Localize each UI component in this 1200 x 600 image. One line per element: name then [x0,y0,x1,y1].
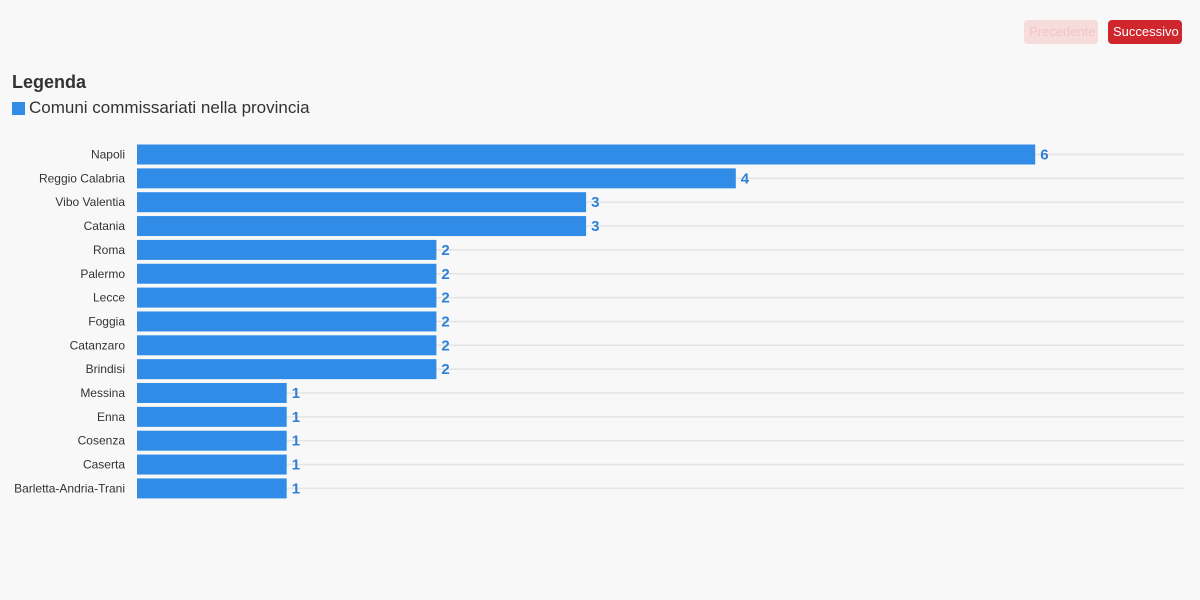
value-label: 4 [741,170,750,187]
bar-caserta[interactable] [137,454,287,475]
bar-brindisi[interactable] [137,359,437,380]
legend-title: Legenda [12,72,87,92]
bar-messina[interactable] [137,383,287,403]
value-label: 1 [292,385,300,402]
legend-item[interactable]: Comuni commissariati nella provincia [12,97,310,119]
previous-button[interactable]: Precedente [1024,20,1098,44]
category-label: Cosenza [78,434,126,448]
legend-swatch [12,101,25,115]
category-label: Messina [80,386,125,400]
value-label: 2 [441,242,449,259]
category-label: Catania [84,219,126,233]
bar-vibo-valentia[interactable] [137,192,587,213]
value-label: 3 [591,218,599,235]
value-label: 6 [1040,147,1048,164]
next-button[interactable]: Successivo [1108,20,1182,44]
value-label: 2 [441,313,449,330]
bar-reggio-calabria[interactable] [137,168,736,189]
bar-palermo[interactable] [137,263,437,284]
value-label: 3 [591,194,599,211]
bar-napoli[interactable] [137,144,1036,165]
bar-roma[interactable] [137,239,437,260]
category-label: Brindisi [86,362,125,376]
bar-catanzaro[interactable] [137,335,437,356]
legend-item-label: Comuni commissariati nella provincia [29,98,310,117]
category-label: Foggia [88,314,125,328]
value-label: 2 [441,266,449,283]
category-label: Barletta-Andria-Trani [14,481,125,495]
value-label: 2 [441,361,449,378]
value-label: 2 [441,290,449,307]
category-label: Palermo [80,267,125,281]
category-label: Napoli [91,148,125,162]
category-label: Caserta [83,458,125,472]
bar-enna[interactable] [137,406,287,427]
category-label: Roma [93,243,125,257]
bar-foggia[interactable] [137,311,437,332]
bar-barletta-andria-trani[interactable] [137,478,287,499]
bar-lecce[interactable] [137,287,437,308]
value-label: 2 [441,337,449,354]
value-label: 1 [292,433,300,450]
category-label: Lecce [93,291,125,305]
bar-catania[interactable] [137,216,587,237]
value-label: 1 [292,480,300,497]
value-label: 1 [292,409,300,426]
bar-cosenza[interactable] [137,430,287,451]
category-label: Catanzaro [70,338,126,352]
value-label: 1 [292,457,300,474]
category-label: Enna [97,410,125,424]
category-label: Vibo Valentia [55,195,125,209]
category-label: Reggio Calabria [39,171,125,185]
